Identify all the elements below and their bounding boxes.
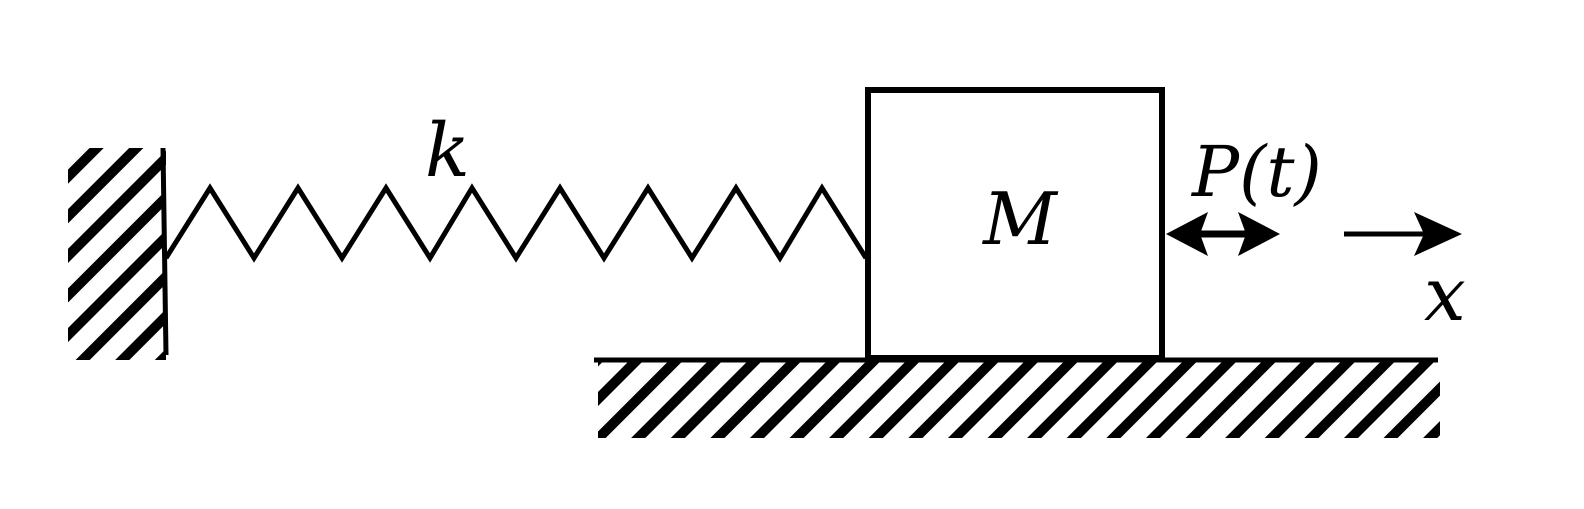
displacement-axis-label: x bbox=[1424, 252, 1466, 338]
wall-hatching bbox=[68, 148, 166, 360]
spring-constant-label: k bbox=[425, 108, 470, 194]
axis-arrow-head bbox=[1414, 212, 1462, 256]
wall-face bbox=[160, 147, 169, 356]
spring bbox=[163, 183, 869, 263]
ground bbox=[594, 357, 1440, 438]
force-label: P(t) bbox=[1190, 131, 1322, 213]
fixed-wall bbox=[68, 147, 169, 360]
displacement-axis-arrow bbox=[1344, 212, 1462, 256]
force-arrow bbox=[1166, 212, 1280, 256]
ground-hatching bbox=[598, 362, 1440, 438]
mass-block: M bbox=[865, 87, 1165, 361]
force-arrow-left-head bbox=[1166, 212, 1208, 256]
force-arrow-right-head bbox=[1238, 212, 1280, 256]
mass-label: M bbox=[981, 177, 1059, 261]
